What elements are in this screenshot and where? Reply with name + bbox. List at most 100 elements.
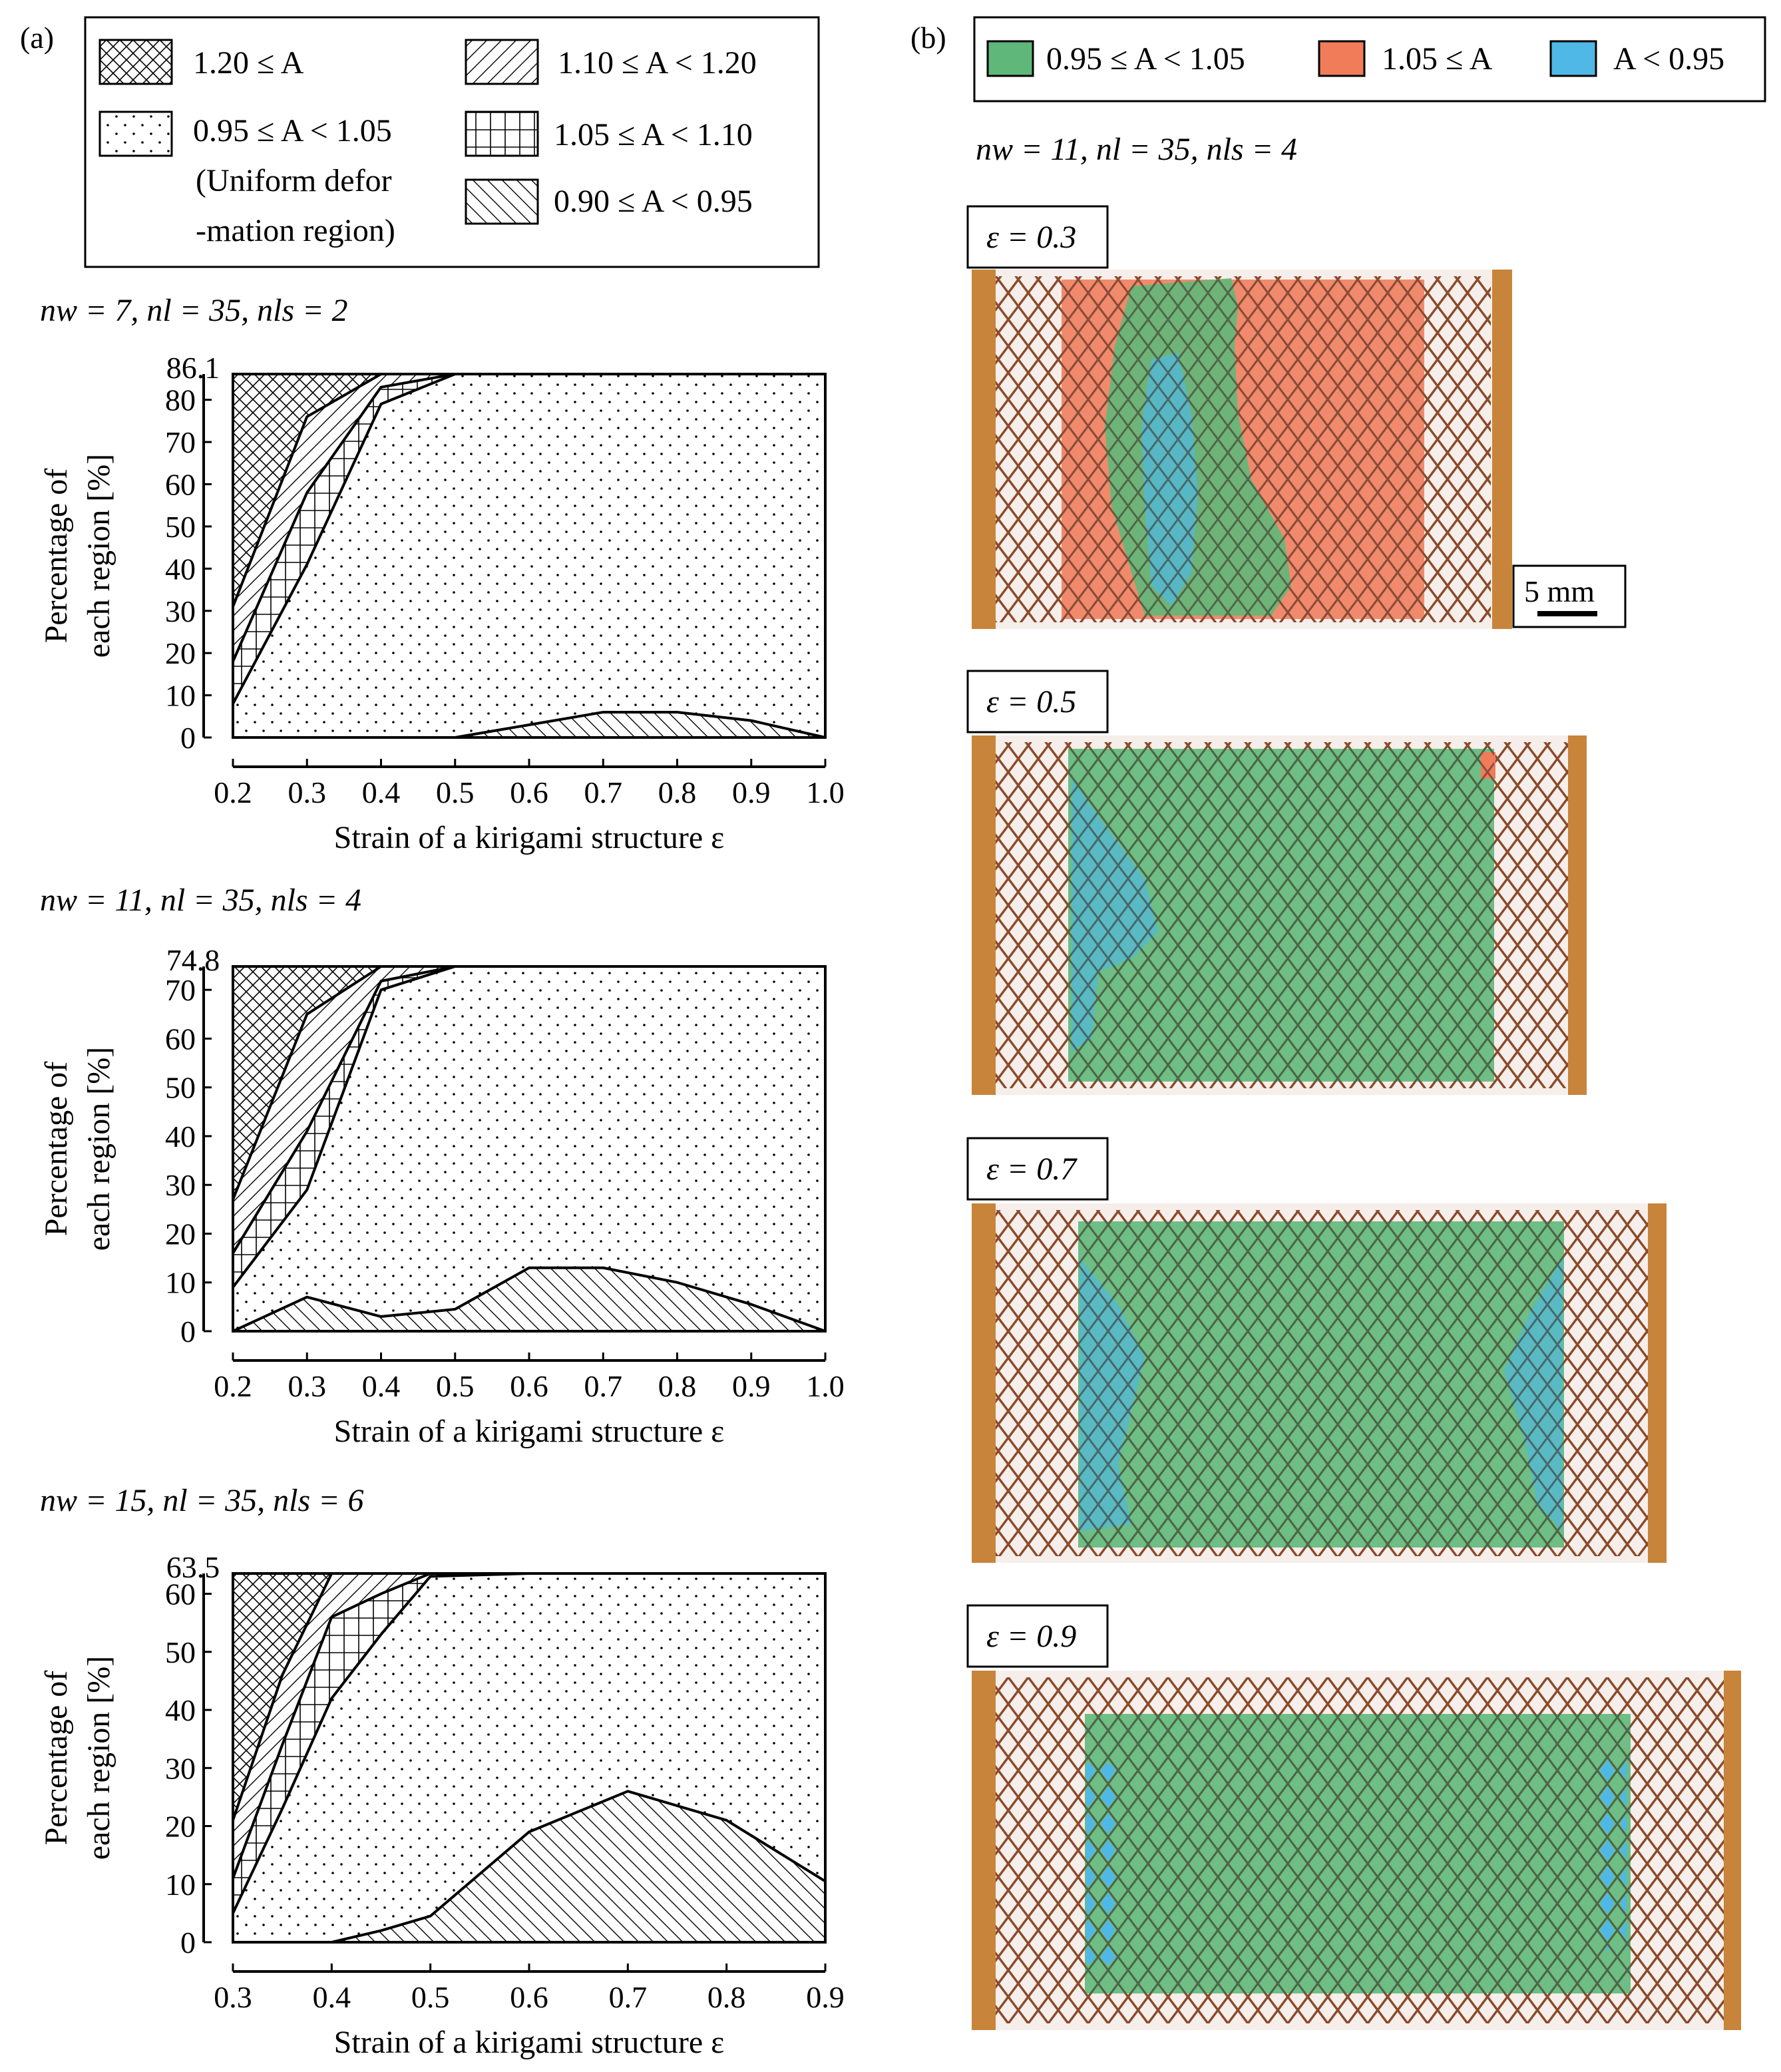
x-tick-label: 0.7 (584, 775, 623, 809)
x-tick-label: 0.5 (436, 775, 475, 809)
series-boundary-line-1 (232, 1266, 826, 1333)
clamp-left (972, 735, 996, 1095)
chart-2-plot: 0.2 0.3 0.4 0.5 0.6 0.7 0.8 0.9 1.0 0 10 20 30 40 50 60… (39, 943, 845, 1449)
legend-swatch-back-hatch (465, 178, 539, 225)
legend-swatch-brick (465, 110, 539, 157)
x-tick-label: 0.2 (214, 775, 252, 809)
clamp-right (1568, 735, 1587, 1095)
legend-b-label-orange: 1.05 ≤ A (1382, 41, 1493, 77)
chart-2-params: nw = 11, nl = 35, nls = 4 (40, 883, 361, 918)
legend-a: 1.20 ≤ A 1.10 ≤ A < 1.20 0.95 ≤ A < 1.05… (84, 16, 820, 268)
series-area-2 (233, 1573, 825, 1942)
x-tick-label: 0.8 (658, 1369, 697, 1403)
clamp-right (1724, 1671, 1741, 2030)
x-axis-label: Strain of a kirigami structure ε (334, 2025, 725, 2060)
panel-b-label: (b) (910, 21, 946, 55)
x-tick-label: 0.8 (658, 775, 697, 809)
photo-label: ε = 0.5 (986, 684, 1076, 720)
y-axis-label-line1: Percentage of (39, 1062, 74, 1237)
scale-bar (1537, 611, 1597, 616)
chart-1-plot: 0.2 0.3 0.4 0.5 0.6 0.7 0.8 0.9 1.0 0 10 20 30 40 50 60… (39, 351, 845, 855)
series-area-2 (233, 374, 825, 737)
y-tick-label: 30 (165, 1751, 196, 1785)
x-tick-label: 0.4 (362, 1369, 401, 1403)
y-axis-label-line2: each region [%] (81, 1656, 116, 1860)
legend-b-swatch-orange (1318, 40, 1366, 77)
legend-b-swatch-green (986, 40, 1034, 77)
scale-bar-label: 5 mm (1524, 574, 1595, 608)
x-tick-label: 0.3 (288, 775, 327, 809)
series-area-5 (233, 374, 825, 607)
legend-b-label-green: 0.95 ≤ A < 1.05 (1046, 41, 1245, 77)
chart-3: nw = 15, nl = 35, nls = 6 0.3 0.4 0.5 0.6 0.… (39, 1483, 845, 2060)
legend-b-label-blue: A < 0.95 (1613, 41, 1724, 77)
legend-label-r120: 1.20 ≤ A (193, 45, 304, 81)
x-tick-label: 0.7 (584, 1369, 623, 1403)
photo-mesh-overlay (1062, 280, 1424, 619)
y-tick-label: 50 (165, 1635, 196, 1669)
y-tick-label: 40 (165, 552, 196, 586)
x-tick-label: 0.7 (609, 1980, 648, 2014)
clamp-right (1492, 270, 1512, 629)
chart-2: nw = 11, nl = 35, nls = 4 0.2 0.3 0.4 0.5 0.… (39, 883, 845, 1449)
y-axis-label-line1: Percentage of (39, 1671, 74, 1846)
photo-eps-07: ε = 0.7 (966, 1137, 1667, 1563)
x-tick-label: 0.9 (806, 1980, 845, 2014)
y-tick-label: 40 (165, 1120, 196, 1153)
y-tick-label: 70 (165, 973, 196, 1007)
photo-label-box (966, 670, 1109, 733)
clamp-left (972, 270, 996, 629)
x-axis-label: Strain of a kirigami structure ε (334, 820, 725, 855)
y-axis-label-line2: each region [%] (81, 454, 116, 658)
photo-mesh-overlay (1078, 1221, 1564, 1548)
y-tick-label: 30 (165, 594, 196, 628)
legend-b-frame (973, 16, 1766, 103)
scale-bar-box (1512, 564, 1627, 628)
chart-1-params: nw = 7, nl = 35, nls = 2 (40, 293, 348, 328)
y-tick-label: 0 (180, 1926, 196, 1960)
photo-label-box (966, 1137, 1109, 1201)
legend-swatch-forward-hatch (465, 39, 539, 85)
legend-swatch-crosshatch (99, 39, 173, 85)
series-area-2 (233, 966, 825, 1331)
y-axis-label-line2: each region [%] (81, 1047, 116, 1251)
x-tick-label: 0.5 (411, 1980, 450, 2014)
legend-label-r110: 1.10 ≤ A < 1.20 (558, 45, 757, 81)
y-tick-label: 20 (165, 1217, 196, 1251)
legend-uniform-note-2: -mation region) (196, 213, 395, 248)
x-tick-label: 0.6 (510, 1369, 548, 1403)
y-axis-label-line1: Percentage of (39, 469, 74, 644)
y-max-label: 74.8 (166, 943, 220, 977)
series-area-5 (233, 1573, 825, 1820)
x-axis-label: Strain of a kirigami structure ε (334, 1414, 725, 1449)
x-tick-label: 1.0 (806, 1369, 845, 1403)
plot-frame (232, 965, 827, 1333)
x-tick-label: 0.8 (707, 1980, 746, 2014)
y-max-label: 63.5 (166, 1550, 220, 1584)
clamp-left (972, 1203, 996, 1563)
x-tick-label: 0.3 (214, 1980, 252, 2014)
y-tick-label: 60 (165, 468, 196, 502)
photo-eps-03: ε = 0.3 5 mm (966, 205, 1627, 629)
plot-frame (232, 373, 827, 739)
y-tick-label: 80 (165, 383, 196, 417)
legend-b-swatch-blue (1549, 40, 1597, 77)
y-tick-label: 20 (165, 636, 196, 670)
y-tick-label: 10 (165, 679, 196, 713)
photo-label: ε = 0.7 (986, 1151, 1078, 1187)
x-tick-label: 1.0 (806, 775, 845, 809)
legend-label-r105: 1.05 ≤ A < 1.10 (554, 117, 753, 152)
x-tick-label: 0.9 (732, 775, 771, 809)
x-tick-label: 0.9 (732, 1369, 771, 1403)
clamp-right (1648, 1203, 1667, 1563)
x-tick-label: 0.4 (313, 1980, 351, 2014)
photo-mesh-overlay (1068, 749, 1494, 1082)
photo-mesh-overlay (1085, 1714, 1631, 1993)
legend-a-frame (84, 16, 820, 268)
x-tick-label: 0.2 (214, 1369, 252, 1403)
y-tick-label: 10 (165, 1868, 196, 1902)
y-tick-label: 70 (165, 425, 196, 459)
photo-label-box (966, 1604, 1109, 1668)
series-area-1 (233, 1791, 825, 1942)
x-tick-label: 0.3 (288, 1369, 327, 1403)
